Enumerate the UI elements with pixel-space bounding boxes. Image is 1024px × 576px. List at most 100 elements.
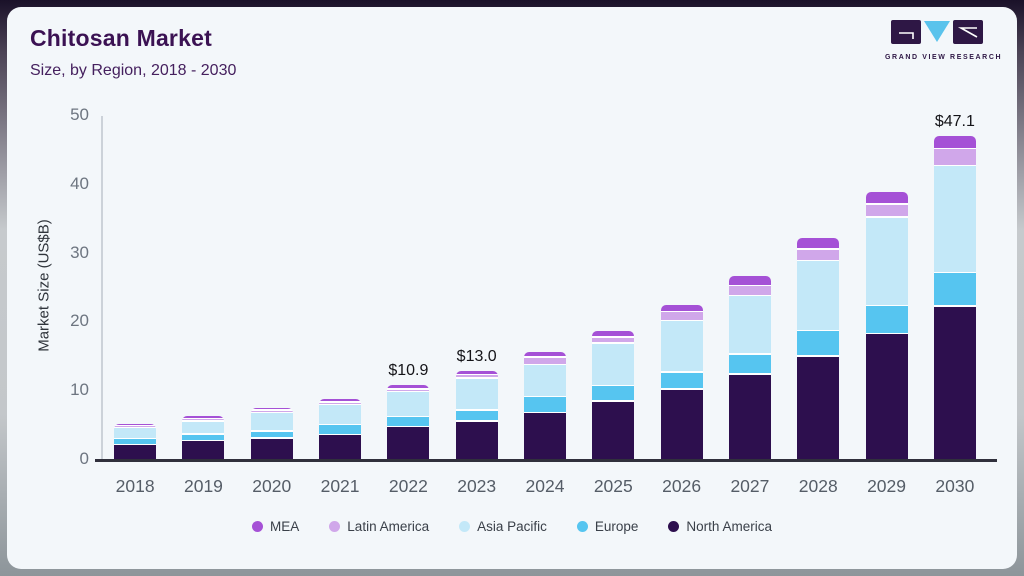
- bar-segment-asia-pacific[interactable]: [865, 217, 908, 305]
- bar-segment-north-america[interactable]: [933, 306, 976, 460]
- bar-segment-europe[interactable]: [250, 431, 293, 438]
- bar-segment-europe[interactable]: [182, 434, 225, 441]
- bar-segment-europe[interactable]: [592, 386, 635, 401]
- legend-label: Asia Pacific: [477, 519, 547, 534]
- bar-2021[interactable]: [319, 398, 362, 460]
- bar-segment-latin-america[interactable]: [114, 425, 157, 427]
- bar-2023[interactable]: [455, 370, 498, 460]
- bar-segment-europe[interactable]: [933, 272, 976, 306]
- bar-segment-north-america[interactable]: [592, 401, 635, 460]
- bar-segment-asia-pacific[interactable]: [250, 413, 293, 431]
- bar-segment-latin-america[interactable]: [660, 312, 703, 320]
- bar-2027[interactable]: [728, 275, 771, 460]
- bar-segment-asia-pacific[interactable]: [728, 296, 771, 354]
- bar-segment-asia-pacific[interactable]: [592, 343, 635, 386]
- bar-2025[interactable]: [592, 331, 635, 460]
- bar-segment-asia-pacific[interactable]: [387, 392, 430, 416]
- bar-segment-north-america[interactable]: [865, 334, 908, 460]
- legend-dot: [329, 521, 341, 532]
- bar-2029[interactable]: [865, 191, 908, 460]
- bar-segment-mea[interactable]: [524, 352, 566, 357]
- bar-2022[interactable]: [387, 385, 430, 460]
- x-tick-label: 2024: [525, 476, 565, 496]
- bar-segment-mea[interactable]: [250, 407, 293, 410]
- bar-segment-asia-pacific[interactable]: [660, 321, 703, 372]
- gvr-logo-icon: [891, 20, 983, 44]
- bar-segment-north-america[interactable]: [660, 389, 703, 460]
- legend-item-mea[interactable]: MEA: [252, 519, 299, 534]
- bar-segment-latin-america[interactable]: [797, 249, 840, 260]
- bar-segment-north-america[interactable]: [455, 421, 498, 460]
- bar-segment-asia-pacific[interactable]: [797, 261, 840, 330]
- legend-label: Europe: [594, 519, 639, 534]
- bar-2018[interactable]: [114, 423, 157, 460]
- bar-2030[interactable]: [933, 135, 976, 460]
- bar-segment-north-america[interactable]: [728, 374, 771, 460]
- x-tick-label: 2026: [662, 476, 702, 496]
- bar-segment-mea[interactable]: [728, 275, 771, 285]
- bar-segment-north-america[interactable]: [250, 438, 293, 460]
- bar-segment-latin-america[interactable]: [182, 419, 225, 421]
- bar-2020[interactable]: [250, 407, 293, 460]
- bar-segment-mea[interactable]: [933, 135, 976, 148]
- bar-segment-mea[interactable]: [387, 385, 430, 389]
- bar-segment-latin-america[interactable]: [524, 357, 566, 364]
- y-tick-label: 10: [70, 380, 89, 400]
- bar-segment-europe[interactable]: [319, 425, 362, 434]
- bar-segment-latin-america[interactable]: [455, 375, 498, 378]
- y-tick-label: 50: [70, 105, 89, 124]
- bar-segment-asia-pacific[interactable]: [114, 428, 157, 438]
- bar-segment-europe[interactable]: [865, 305, 908, 333]
- bar-segment-north-america[interactable]: [524, 413, 566, 460]
- bar-segment-latin-america[interactable]: [728, 286, 771, 295]
- bar-segment-europe[interactable]: [797, 331, 840, 356]
- bar-segment-mea[interactable]: [455, 370, 498, 374]
- bar-segment-latin-america[interactable]: [865, 204, 908, 217]
- page-title: Chitosan Market: [30, 25, 212, 51]
- legend-label: MEA: [270, 519, 300, 534]
- bar-2024[interactable]: [524, 352, 566, 460]
- bar-segment-asia-pacific[interactable]: [455, 378, 498, 410]
- bar-segment-latin-america[interactable]: [933, 149, 976, 165]
- bar-segment-europe[interactable]: [660, 372, 703, 389]
- x-tick-label: 2022: [388, 476, 428, 496]
- bar-segment-europe[interactable]: [455, 410, 498, 421]
- bar-segment-north-america[interactable]: [114, 444, 157, 460]
- bar-segment-mea[interactable]: [797, 238, 840, 249]
- bar-segment-mea[interactable]: [182, 416, 225, 418]
- bar-2028[interactable]: [797, 238, 840, 460]
- bar-segment-latin-america[interactable]: [319, 402, 362, 404]
- bar-segment-mea[interactable]: [865, 191, 908, 204]
- legend-item-asia-pacific[interactable]: Asia Pacific: [459, 519, 547, 534]
- legend-item-europe[interactable]: Europe: [576, 519, 639, 534]
- bar-segment-mea[interactable]: [114, 423, 157, 425]
- bar-segment-north-america[interactable]: [797, 356, 840, 460]
- bar-segment-asia-pacific[interactable]: [182, 421, 225, 434]
- legend-dot: [668, 521, 680, 532]
- bar-segment-mea[interactable]: [319, 398, 362, 402]
- x-axis-line: [95, 459, 997, 462]
- bar-segment-north-america[interactable]: [182, 441, 225, 460]
- x-tick-label: 2021: [320, 476, 360, 496]
- legend-item-north-america[interactable]: North America: [668, 519, 772, 534]
- bar-segment-europe[interactable]: [114, 439, 157, 444]
- brand-logo: GRAND VIEW RESEARCH: [885, 20, 1001, 61]
- bar-segment-north-america[interactable]: [319, 435, 362, 460]
- bar-segment-europe[interactable]: [387, 417, 430, 426]
- bar-segment-europe[interactable]: [728, 354, 771, 374]
- bar-segment-europe[interactable]: [524, 397, 566, 412]
- bar-segment-north-america[interactable]: [387, 427, 430, 460]
- x-tick-label: 2018: [115, 476, 155, 496]
- bar-segment-latin-america[interactable]: [592, 337, 635, 343]
- bar-segment-asia-pacific[interactable]: [933, 166, 976, 272]
- bar-2019[interactable]: [182, 416, 225, 460]
- bar-segment-mea[interactable]: [660, 305, 703, 312]
- bar-segment-mea[interactable]: [592, 331, 635, 337]
- bar-segment-asia-pacific[interactable]: [319, 405, 362, 424]
- bar-segment-latin-america[interactable]: [387, 389, 430, 391]
- y-tick-label: 20: [70, 311, 89, 331]
- bar-2026[interactable]: [660, 305, 703, 460]
- bar-segment-asia-pacific[interactable]: [524, 365, 566, 397]
- legend-item-latin-america[interactable]: Latin America: [329, 519, 429, 534]
- bar-segment-latin-america[interactable]: [250, 410, 293, 412]
